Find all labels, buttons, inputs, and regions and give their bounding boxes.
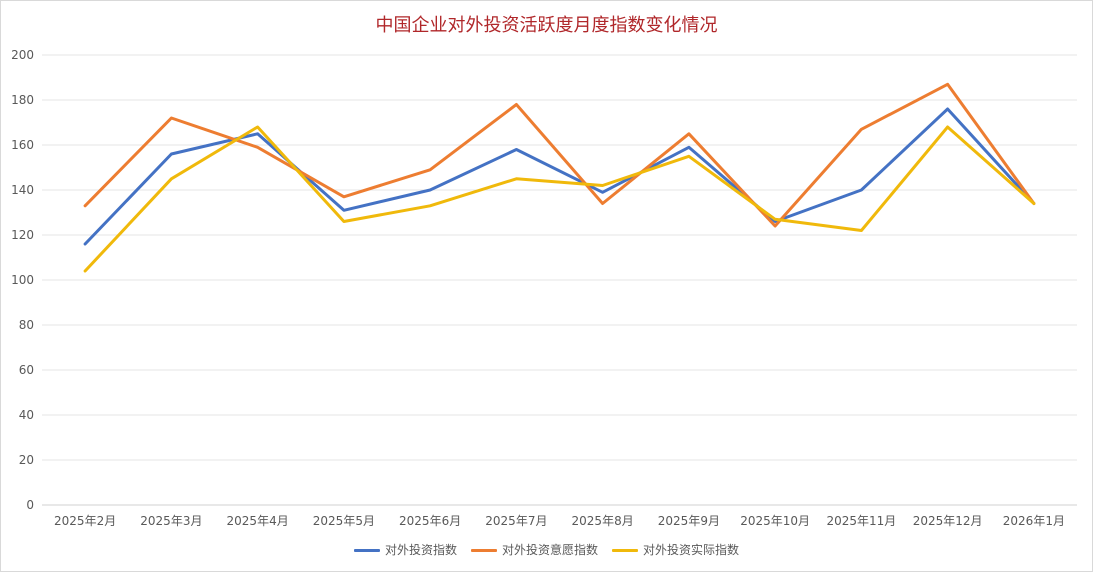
series-line [83, 82, 1036, 228]
y-tick-label: 0 [26, 498, 34, 512]
series-line [83, 107, 1036, 246]
y-tick-label: 80 [19, 318, 34, 332]
x-tick-label: 2025年10月 [740, 514, 810, 528]
x-tick-label: 2025年11月 [826, 514, 896, 528]
y-tick-label: 20 [19, 453, 34, 467]
legend-label: 对外投资意愿指数 [502, 543, 599, 557]
x-tick-label: 2025年2月 [54, 514, 116, 528]
x-tick-label: 2025年3月 [140, 514, 202, 528]
x-tick-label: 2026年1月 [1003, 514, 1065, 528]
x-tick-label: 2025年12月 [913, 514, 983, 528]
x-tick-label: 2025年9月 [658, 514, 720, 528]
legend-item: 对外投资实际指数 [612, 541, 739, 559]
x-tick-label: 2025年4月 [227, 514, 289, 528]
x-tick-label: 2025年5月 [313, 514, 375, 528]
legend-swatch [354, 549, 380, 552]
x-tick-label: 2025年8月 [572, 514, 634, 528]
y-tick-label: 100 [11, 273, 34, 287]
legend-swatch [471, 549, 497, 552]
series-line [83, 125, 1036, 273]
y-tick-label: 180 [11, 93, 34, 107]
x-tick-label: 2025年6月 [399, 514, 461, 528]
legend-item: 对外投资指数 [354, 541, 457, 559]
y-tick-label: 60 [19, 363, 34, 377]
y-tick-label: 140 [11, 183, 34, 197]
legend-label: 对外投资指数 [385, 543, 458, 557]
legend-item: 对外投资意愿指数 [471, 541, 598, 559]
y-tick-label: 40 [19, 408, 34, 422]
y-tick-label: 120 [11, 228, 34, 242]
x-tick-label: 2025年7月 [485, 514, 547, 528]
y-tick-label: 160 [11, 138, 34, 152]
chart-title: 中国企业对外投资活跃度月度指数变化情况 [375, 15, 718, 36]
legend-label: 对外投资实际指数 [643, 543, 740, 557]
legend-swatch [612, 549, 638, 552]
y-tick-label: 200 [11, 48, 34, 62]
legend: 对外投资指数 对外投资意愿指数 对外投资实际指数 [1, 541, 1092, 559]
